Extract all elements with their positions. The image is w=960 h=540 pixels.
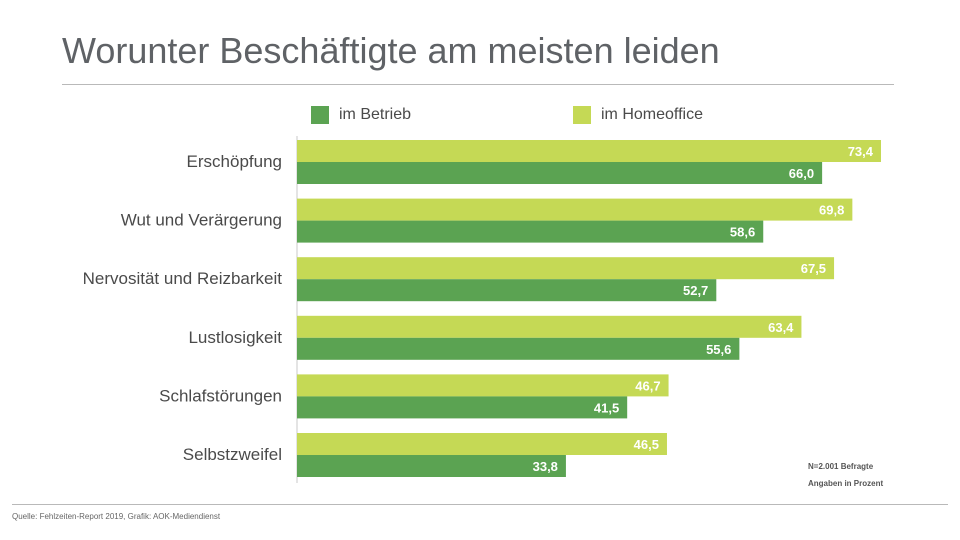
category-label: Selbstzweifel <box>183 445 282 464</box>
title-divider <box>62 84 894 85</box>
bar-betrieb <box>297 337 740 360</box>
legend-item-betrieb: im Betrieb <box>311 106 411 124</box>
bar-homeoffice <box>297 374 669 397</box>
bar-betrieb <box>297 455 566 477</box>
bar-betrieb <box>297 279 717 302</box>
chart-title: Worunter Beschäftigte am meisten leiden <box>62 30 720 71</box>
category-label: Schlafstörungen <box>159 386 282 405</box>
data-label: 55,6 <box>706 342 731 357</box>
chart-note: N=2.001 Befragte Angaben in Prozent <box>808 458 883 492</box>
category-label: Nervosität und Reizbarkeit <box>83 269 283 288</box>
note-unit: Angaben in Prozent <box>808 479 884 488</box>
bar-homeoffice <box>297 198 853 221</box>
data-label: 52,7 <box>683 283 708 298</box>
legend-label-betrieb: im Betrieb <box>339 106 412 123</box>
data-label: 63,4 <box>768 320 794 335</box>
bar-homeoffice <box>297 257 835 280</box>
source-credit: Quelle: Fehlzeiten-Report 2019, Grafik: … <box>12 512 221 521</box>
legend-swatch-betrieb <box>311 106 329 124</box>
bar-betrieb <box>297 220 764 243</box>
data-label: 33,8 <box>533 459 558 474</box>
bar-homeoffice <box>297 140 881 162</box>
legend-label-homeoffice: im Homeoffice <box>601 106 703 123</box>
bar-homeoffice <box>297 433 667 455</box>
category-label: Lustlosigkeit <box>188 328 282 347</box>
category-label: Wut und Verärgerung <box>121 211 282 230</box>
legend-item-homeoffice: im Homeoffice <box>573 106 703 124</box>
data-label: 41,5 <box>594 400 619 415</box>
bar-betrieb <box>297 396 628 419</box>
data-label: 58,6 <box>730 225 755 240</box>
bar-homeoffice <box>297 315 802 338</box>
data-label: 66,0 <box>789 166 814 181</box>
note-sample-size: N=2.001 Befragte <box>808 462 874 471</box>
legend-swatch-homeoffice <box>573 106 591 124</box>
data-label: 73,4 <box>848 144 874 159</box>
data-label: 69,8 <box>819 203 844 218</box>
data-label: 67,5 <box>801 261 826 276</box>
bar-betrieb <box>297 162 823 184</box>
footer-divider <box>12 504 948 505</box>
data-label: 46,7 <box>635 378 660 393</box>
category-label: Erschöpfung <box>187 152 282 171</box>
data-label: 46,5 <box>634 437 659 452</box>
